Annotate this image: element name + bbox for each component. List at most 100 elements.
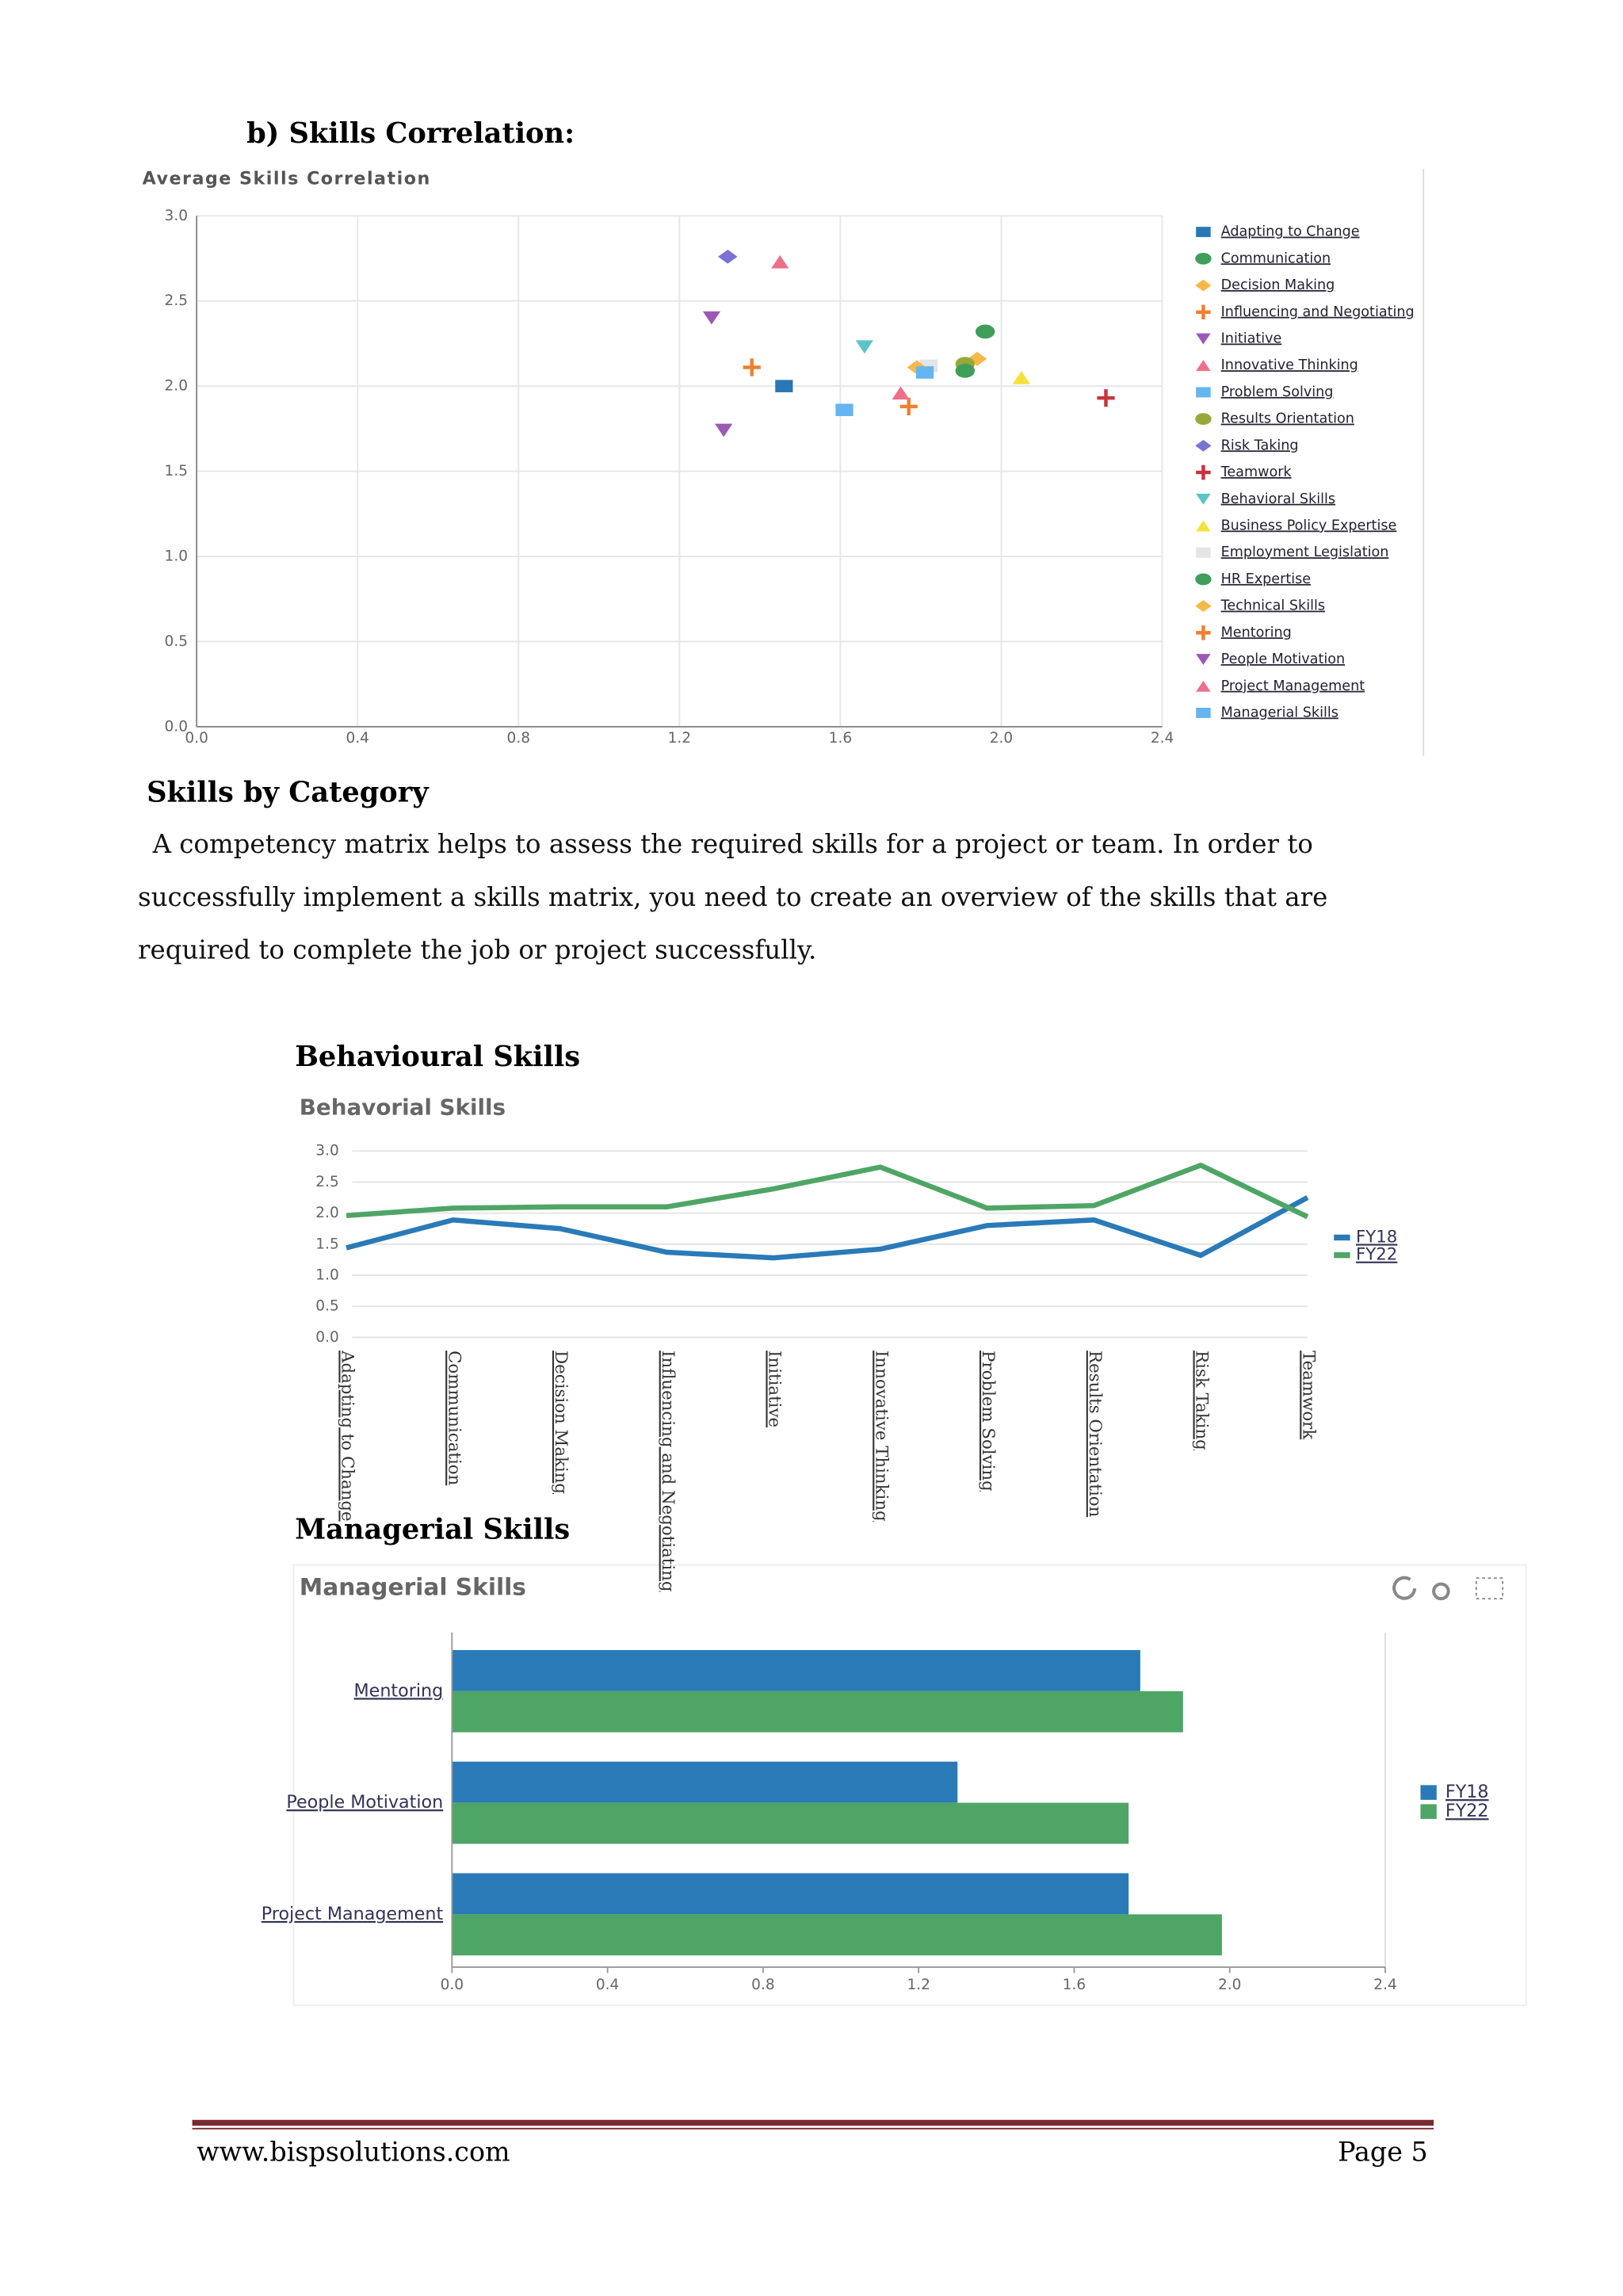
x-tick-label: Initiative <box>765 1350 785 1427</box>
chart-title: Managerial Skills <box>300 1573 526 1601</box>
y-tick-label: 1.0 <box>165 548 188 565</box>
x-tick-label: Results Orientation <box>1085 1350 1105 1517</box>
x-tick-label: 2.0 <box>990 730 1013 747</box>
point <box>855 340 873 354</box>
point <box>915 366 934 379</box>
legend-label: Teamwork <box>1220 464 1293 480</box>
legend-label: Influencing and Negotiating <box>1221 304 1415 320</box>
bar <box>452 1873 1129 1915</box>
chart-title: Behavorial Skills <box>300 1094 506 1120</box>
legend-swatch <box>1420 1804 1437 1820</box>
point <box>1097 389 1115 407</box>
point <box>1195 439 1212 452</box>
point <box>1196 625 1211 640</box>
x-tick-label: Teamwork <box>1298 1350 1318 1440</box>
point <box>775 380 793 392</box>
point <box>718 249 738 264</box>
y-tick-label: 1.5 <box>315 1236 338 1252</box>
legend-label: Mentoring <box>1221 625 1292 640</box>
y-tick-label: 2.0 <box>165 378 188 395</box>
refresh-icon <box>1392 1576 1417 1600</box>
legend-label: Project Management <box>1221 678 1365 694</box>
line <box>346 1195 1309 1261</box>
bar <box>452 1649 1140 1691</box>
point <box>1196 654 1211 666</box>
y-tick-label: 0.5 <box>315 1298 338 1315</box>
x-tick-label: 0.4 <box>346 730 369 747</box>
point <box>1196 707 1211 718</box>
y-tick-label: 2.0 <box>315 1205 338 1221</box>
point <box>1196 360 1211 372</box>
legend-label: Results Orientation <box>1221 411 1354 427</box>
point <box>1196 464 1211 480</box>
x-tick-label: Risk Taking <box>1192 1350 1212 1450</box>
legend-label: HR Expertise <box>1221 571 1311 587</box>
point <box>967 351 987 366</box>
x-tick-label: 2.4 <box>1373 1977 1396 1993</box>
x-tick-label: Communication <box>444 1350 464 1485</box>
x-tick-label: 1.2 <box>907 1977 930 1993</box>
export-icon <box>1475 1577 1504 1600</box>
legend-label: People Motivation <box>1221 651 1346 667</box>
y-tick-label: 0.0 <box>165 718 188 735</box>
x-tick-label: Influencing and Negotiating <box>658 1350 678 1591</box>
settings-icon <box>1432 1582 1450 1601</box>
point <box>1196 304 1211 320</box>
legend-label: FY18 <box>1445 1782 1489 1802</box>
behavioural-heading: Behavioural Skills <box>295 1041 580 1073</box>
point <box>1196 547 1211 558</box>
bar <box>452 1914 1222 1956</box>
point <box>1196 333 1211 345</box>
x-tick-label: 0.0 <box>185 730 208 747</box>
point <box>1196 493 1211 505</box>
line <box>346 1162 1309 1220</box>
point <box>715 423 733 437</box>
point <box>835 403 854 417</box>
x-tick-label: Innovative Thinking <box>871 1350 891 1522</box>
legend-label: Managerial Skills <box>1221 705 1338 720</box>
point <box>1195 413 1212 426</box>
point <box>1196 520 1211 532</box>
point <box>1012 371 1030 384</box>
section-title: Skills by Category <box>147 777 430 809</box>
footer-website: www.bispsolutions.com <box>197 2136 510 2167</box>
x-tick-label: 0.4 <box>596 1977 619 1993</box>
x-tick-label: 0.8 <box>507 730 530 747</box>
x-tick-label: Problem Solving <box>978 1350 998 1492</box>
legend-label: Adapting to Change <box>1221 224 1360 240</box>
y-tick-label: 2.5 <box>315 1174 338 1190</box>
point <box>702 311 721 325</box>
legend-label: FY22 <box>1445 1801 1489 1821</box>
y-tick-label: Mentoring <box>354 1680 444 1701</box>
point <box>1196 387 1211 398</box>
point <box>892 386 910 400</box>
point <box>771 254 789 269</box>
heading: b) Skills Correlation: <box>246 117 575 150</box>
x-tick-label: Adapting to Change <box>338 1350 357 1522</box>
bar <box>452 1802 1129 1844</box>
y-tick-label: 0.0 <box>315 1329 338 1346</box>
legend-label: Innovative Thinking <box>1221 357 1358 373</box>
managerial-heading: Managerial Skills <box>295 1513 570 1545</box>
x-tick-label: 0.8 <box>751 1977 774 1993</box>
paragraph: A competency matrix helps to assess the … <box>138 831 1328 966</box>
legend-label: FY22 <box>1356 1245 1397 1265</box>
point <box>1196 227 1211 238</box>
legend-label: Problem Solving <box>1221 384 1334 400</box>
y-tick-label: 1.0 <box>315 1267 338 1284</box>
point <box>1195 573 1212 586</box>
footer-page: Page 5 <box>1338 2136 1428 2167</box>
legend-label: Technical Skills <box>1220 598 1325 614</box>
point <box>1195 252 1212 265</box>
legend-label: Communication <box>1221 250 1331 266</box>
y-tick-label: 1.5 <box>165 463 188 479</box>
y-tick-label: People Motivation <box>286 1792 443 1813</box>
legend-swatch <box>1334 1234 1350 1241</box>
legend-label: Initiative <box>1221 331 1282 347</box>
x-tick-label: 2.0 <box>1218 1977 1241 1993</box>
x-tick-label: 1.6 <box>829 730 852 747</box>
point <box>1195 279 1212 292</box>
legend-swatch <box>1334 1252 1350 1259</box>
y-tick-label: 0.5 <box>165 633 188 650</box>
